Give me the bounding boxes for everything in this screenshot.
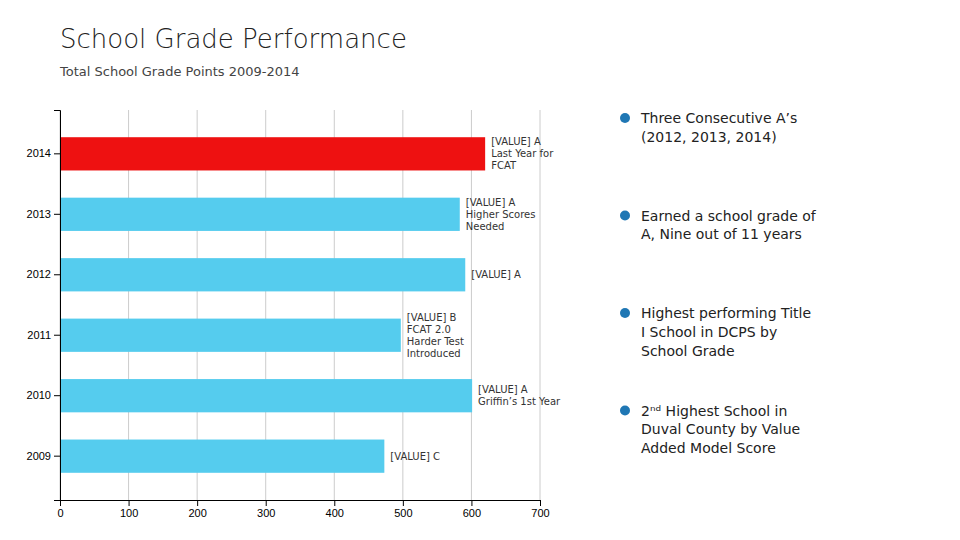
annotation-line: [VALUE] A [478, 384, 528, 395]
tick: 0 [57, 500, 63, 519]
bullet-text: Highest performing Title I School in DCPS… [641, 305, 811, 359]
bar [60, 198, 460, 231]
tick-label: 300 [257, 507, 275, 519]
tick: 2011 [27, 329, 60, 341]
bullet-text-line: Highest performing Title [641, 305, 811, 321]
x-axis: 0 100 200 300 400 500 600 700 [57, 500, 549, 519]
tick-mark [266, 500, 267, 506]
bullet-text: 2ⁿᵈ Highest School in Duval County by Val… [641, 403, 800, 457]
tick-mark [54, 214, 60, 215]
bullet-text-line: A, Nine out of 11 years [641, 226, 802, 242]
bullet-text-line: School Grade [641, 343, 735, 359]
tick-label: 500 [394, 507, 412, 519]
bullet-text-line: Duval County by Value [641, 421, 800, 437]
tick: 500 [394, 500, 412, 519]
annotation-line: Needed [466, 221, 505, 232]
axis-line [61, 501, 541, 507]
tick-label: 100 [120, 507, 138, 519]
bullet [620, 211, 630, 221]
axis-line [54, 111, 61, 501]
annotation-line: [VALUE] A [471, 269, 521, 280]
tick-label: 2013 [27, 208, 51, 220]
annotation-line: Griffin’s 1st Year [478, 396, 561, 407]
bullet-text-line: Added Model Score [641, 440, 776, 456]
bar-annotation: [VALUE] ALast Year forFCAT [491, 136, 554, 171]
bullet-text-line: 2ⁿᵈ Highest School in [641, 403, 787, 419]
tick: 2010 [27, 389, 60, 401]
bullet-text-line: (2012, 2013, 2014) [641, 129, 777, 145]
tick: 2009 [27, 450, 60, 462]
tick-mark [54, 395, 60, 396]
bullet-panel: Three Consecutive A’s (2012, 2013, 2014) E… [620, 110, 817, 456]
tick: 2013 [27, 208, 60, 220]
tick-mark [540, 500, 541, 506]
tick: 300 [257, 500, 275, 519]
tick: 2014 [27, 147, 60, 159]
annotation-line: [VALUE] A [491, 136, 541, 147]
tick-label: 2012 [27, 268, 51, 280]
tick-label: 600 [463, 507, 481, 519]
bar [60, 258, 465, 291]
tick: 400 [326, 500, 344, 519]
grid [60, 110, 540, 500]
annotation-line: Introduced [407, 348, 461, 359]
bullet-text: Earned a school grade of A, Nine out of 1… [641, 208, 817, 243]
tick-label: 2014 [27, 147, 51, 159]
tick-mark [54, 335, 60, 336]
tick-label: 400 [326, 507, 344, 519]
title: School Grade Performance [60, 24, 407, 54]
tick-mark [54, 274, 60, 275]
bullet-text-line: Earned a school grade of [641, 208, 817, 224]
annotation-line: Harder Test [407, 336, 464, 347]
plot-area [60, 137, 485, 473]
annotation-line: [VALUE] A [466, 197, 516, 208]
annotation-line: FCAT 2.0 [407, 324, 451, 335]
tick: 700 [531, 500, 549, 519]
annotation-line: Higher Scores [466, 209, 536, 220]
tick-label: 2010 [27, 389, 51, 401]
tick: 100 [120, 500, 138, 519]
annotation-line: FCAT [491, 160, 517, 171]
tick-label: 200 [188, 507, 206, 519]
tick: 2012 [27, 268, 60, 280]
annotation-line: Last Year for [491, 148, 554, 159]
bar-annotation: [VALUE] AGriffin’s 1st Year [478, 384, 561, 407]
tick-mark [471, 500, 472, 506]
subtitle: Total School Grade Points 2009-2014 [59, 64, 300, 79]
tick-mark [54, 456, 60, 457]
chart: School Grade Performance Total School Gra… [0, 0, 960, 540]
tick-label: 2009 [27, 450, 51, 462]
tick-label: 0 [57, 507, 63, 519]
tick-mark [197, 500, 198, 506]
bar [60, 319, 401, 352]
bar [60, 137, 485, 170]
tick-label: 2011 [27, 329, 51, 341]
tick-mark [334, 500, 335, 506]
tick-mark [403, 500, 404, 506]
tick-label: 700 [531, 507, 549, 519]
bar [60, 379, 472, 412]
tick: 200 [188, 500, 206, 519]
tick-mark [54, 153, 60, 154]
bar [60, 440, 384, 473]
bullet-text-line: Three Consecutive A’s [640, 110, 797, 126]
bullet [620, 406, 630, 416]
annotations: [VALUE] ALast Year forFCAT[VALUE] AHighe… [390, 136, 561, 461]
grid-line [540, 110, 541, 500]
bar-annotation: [VALUE] A [471, 269, 521, 280]
bullet-text-line: I School in DCPS by [641, 324, 777, 340]
annotation-line: [VALUE] C [390, 451, 440, 462]
bar-annotation: [VALUE] BFCAT 2.0Harder TestIntroduced [407, 312, 464, 359]
bullet [620, 113, 630, 123]
tick: 600 [463, 500, 481, 519]
tick-mark [129, 500, 130, 506]
bullet [620, 308, 630, 318]
bullet-text: Three Consecutive A’s (2012, 2013, 2014) [640, 110, 797, 145]
bar-annotation: [VALUE] AHigher ScoresNeeded [466, 197, 536, 232]
y-axis: 2014 2013 2012 2011 2010 2009 [27, 111, 61, 501]
bar-annotation: [VALUE] C [390, 451, 440, 462]
annotation-line: [VALUE] B [407, 312, 457, 323]
